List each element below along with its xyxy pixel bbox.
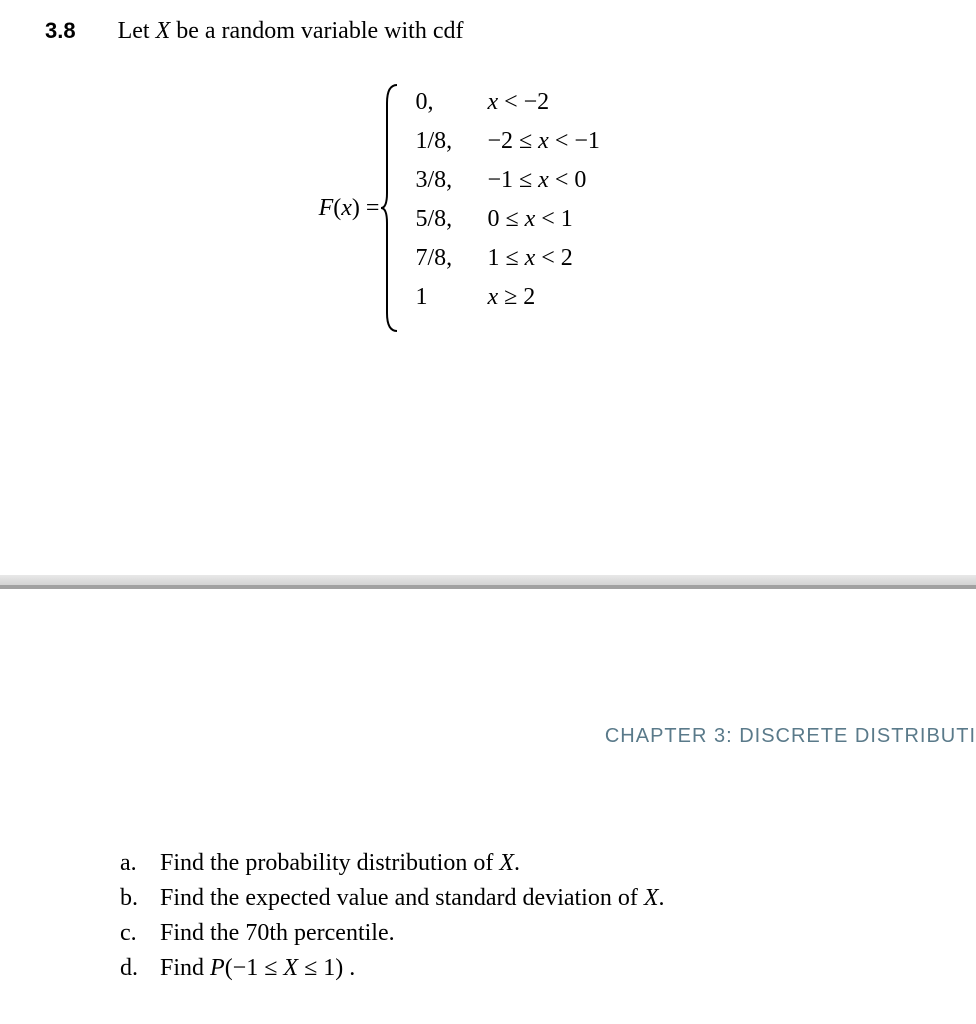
sub-question-label: a. [120,850,160,877]
cases-list: 0,x < −21/8,−2 ≤ x < −13/8,−1 ≤ x < 05/8… [401,83,657,333]
condition-variable: x [487,89,498,115]
sub-question-text: Find the 70th percentile. [160,920,395,947]
function-x: x [341,195,352,221]
case-row: 1/8,−2 ≤ x < −1 [415,128,657,155]
case-value: 7/8, [415,245,487,272]
sub-text-before: Find the probability distribution of [160,850,499,876]
chapter-header: CHAPTER 3: DISCRETE DISTRIBUTI [605,725,976,748]
sub-question-label: c. [120,920,160,947]
sub-question-text: Find the probability distribution of X. [160,850,520,877]
function-label: F(x) [319,195,360,222]
case-row: 5/8,0 ≤ x < 1 [415,206,657,233]
page-divider [0,575,976,589]
condition-prefix: 1 ≤ [487,245,524,271]
sub-questions: a.Find the probability distribution of X… [120,850,665,990]
sub-variable: X [644,885,659,911]
case-condition: 1 ≤ x < 2 [487,245,657,272]
sub-text-after: . [514,850,520,876]
inline-variable: X [283,955,298,981]
case-condition: −1 ≤ x < 0 [487,167,657,194]
intro-variable: X [156,18,171,44]
case-condition: 0 ≤ x < 1 [487,206,657,233]
condition-variable: x [538,128,549,154]
equals-sign: = [366,195,380,222]
problem-number: 3.8 [45,18,76,44]
left-brace-icon [379,83,401,333]
condition-prefix: 0 ≤ [487,206,524,232]
condition-prefix: −2 ≤ [487,128,538,154]
sub-question-row: c.Find the 70th percentile. [120,920,665,947]
sub-text-after: . [659,885,665,911]
brace-wrapper: 0,x < −21/8,−2 ≤ x < −13/8,−1 ≤ x < 05/8… [379,83,657,333]
case-value: 0, [415,89,487,116]
divider-dark [0,585,976,589]
sub-text-after: (−1 ≤ X ≤ 1) . [225,955,356,981]
intro-suffix: be a random variable with cdf [170,18,463,44]
divider-light [0,575,976,585]
sub-variable: X [499,850,514,876]
condition-operator: < −2 [498,89,549,115]
case-row: 1x ≥ 2 [415,284,657,311]
case-row: 7/8,1 ≤ x < 2 [415,245,657,272]
case-row: 0,x < −2 [415,89,657,116]
sub-text-before: Find the expected value and standard dev… [160,885,644,911]
condition-variable: x [538,167,549,193]
case-value: 3/8, [415,167,487,194]
condition-prefix: −1 ≤ [487,167,538,193]
sub-question-label: d. [120,955,160,982]
sub-question-text: Find the expected value and standard dev… [160,885,665,912]
condition-variable: x [487,284,498,310]
function-F: F [319,195,334,221]
sub-question-row: b.Find the expected value and standard d… [120,885,665,912]
sub-question-row: a.Find the probability distribution of X… [120,850,665,877]
case-value: 1/8, [415,128,487,155]
function-close-paren: ) [352,195,360,221]
case-value: 1 [415,284,487,311]
condition-variable: x [525,206,536,232]
condition-operator: < 2 [535,245,573,271]
case-condition: −2 ≤ x < −1 [487,128,657,155]
problem-intro: Let X be a random variable with cdf [118,18,464,45]
sub-text-before: Find the 70th percentile. [160,920,395,946]
condition-operator: < 1 [535,206,573,232]
sub-text-before: Find [160,955,210,981]
condition-operator: ≥ 2 [498,284,535,310]
sub-question-text: Find P(−1 ≤ X ≤ 1) . [160,955,355,982]
equation-block: F(x) = 0,x < −21/8,−2 ≤ x < −13/8,−1 ≤ x… [0,83,976,333]
case-condition: x < −2 [487,89,657,116]
condition-operator: < −1 [549,128,600,154]
case-condition: x ≥ 2 [487,284,657,311]
sub-question-label: b. [120,885,160,912]
intro-prefix: Let [118,18,156,44]
condition-operator: < 0 [549,167,587,193]
sub-variable: P [210,955,225,981]
condition-variable: x [525,245,536,271]
case-row: 3/8,−1 ≤ x < 0 [415,167,657,194]
problem-header: 3.8 Let X be a random variable with cdf [0,0,976,45]
sub-question-row: d.Find P(−1 ≤ X ≤ 1) . [120,955,665,982]
case-value: 5/8, [415,206,487,233]
